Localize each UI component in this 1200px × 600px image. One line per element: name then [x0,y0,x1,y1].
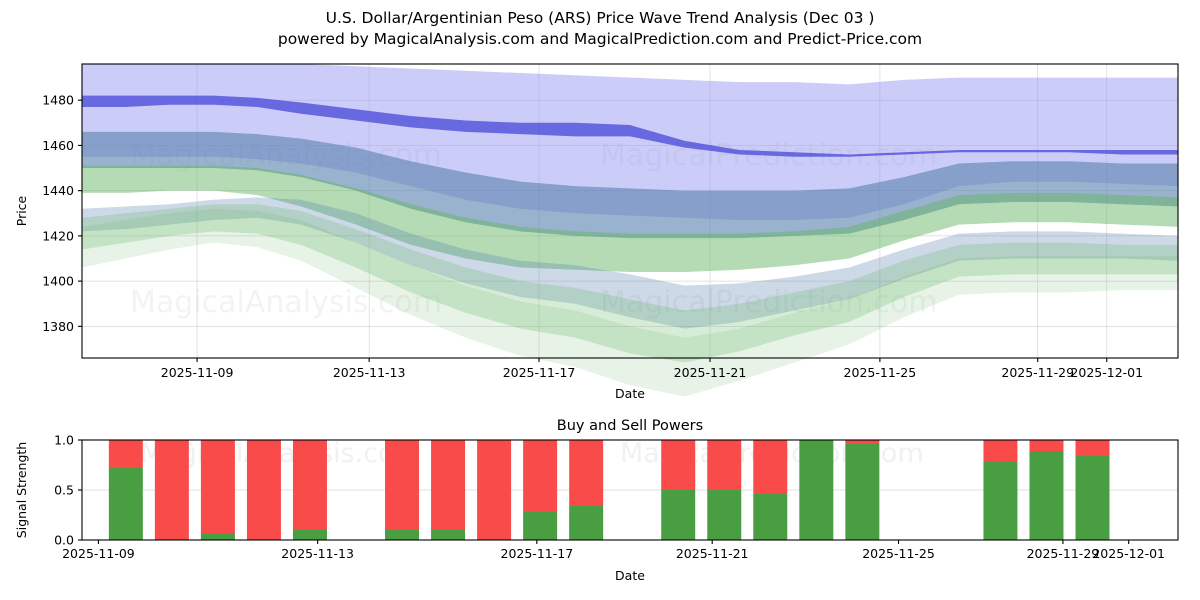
watermark-text: MagicalAnalysis.com [130,285,442,320]
price-band-inner-blue-line-band [82,95,1178,157]
bar-buy-power [845,444,880,540]
y-tick-label: 1.0 [54,433,74,448]
bar-sell-power [292,440,327,530]
x-tick-label: 2025-11-09 [62,546,135,561]
x-axis-label: Date [615,386,645,401]
x-tick-label: 2025-11-25 [862,546,935,561]
x-tick-label: 2025-11-21 [676,546,749,561]
signal-chart-title: Buy and Sell Powers [557,418,703,434]
price-band-lower-green-wave [82,204,1178,363]
bar-sell-power [108,440,143,468]
y-axis-label: Price [14,195,29,226]
bar-buy-power [523,512,558,540]
bar-sell-power [1075,440,1110,456]
y-tick-label: 1460 [42,138,74,153]
x-tick-label: 2025-11-13 [281,546,354,561]
bar-buy-power [385,530,420,540]
plot-frame [81,63,1179,359]
bar-sell-power [661,440,696,490]
bar-buy-power [799,440,834,540]
y-tick-label: 1380 [42,319,74,334]
bar-buy-power [108,468,143,540]
bar-sell-power [569,440,604,506]
title-line-2: powered by MagicalAnalysis.com and Magic… [277,30,923,48]
bar-buy-power [569,506,604,540]
bar-sell-power [983,440,1018,462]
x-tick-label: 2025-11-29 [1001,365,1074,380]
y-tick-label: 1480 [42,93,74,108]
bar-sell-power [523,440,558,512]
y-tick-label: 1440 [42,183,74,198]
bar-sell-power [200,440,235,534]
bar-sell-power [753,440,788,494]
bar-buy-power [661,490,696,540]
x-tick-label: 2025-11-13 [333,365,406,380]
y-axis-label: Signal Strength [14,442,29,538]
bar-buy-power [1029,451,1064,540]
x-tick-label: 2025-12-01 [1070,365,1143,380]
bar-buy-power [983,462,1018,540]
bar-buy-power [753,494,788,540]
bar-sell-power [385,440,420,530]
y-tick-label: 1400 [42,274,74,289]
x-tick-label: 2025-11-21 [674,365,747,380]
bar-sell-power [477,440,512,540]
x-tick-label: 2025-11-29 [1027,546,1100,561]
buy-sell-powers-chart: MagicalAnalysis.comMagicalPrediction.com… [14,418,1179,583]
bar-buy-power [707,490,742,540]
price-band-faint-green-tail [82,208,1178,397]
price-band-lower-steel-wave [82,197,1178,329]
x-tick-label: 2025-11-17 [503,365,576,380]
bar-sell-power [707,440,742,490]
x-tick-label: 2025-11-17 [501,546,574,561]
y-tick-label: 1420 [42,228,74,243]
title-line-1: U.S. Dollar/Argentinian Peso (ARS) Price… [325,9,875,27]
x-tick-label: 2025-11-09 [161,365,234,380]
bar-sell-power [154,440,189,540]
price-wave-chart: MagicalAnalysis.com MagicalPrediction.com… [14,63,1179,401]
price-band-steel-blue-band [82,131,1178,239]
y-tick-label: 0.5 [54,483,74,498]
bar-sell-power [246,440,281,540]
x-tick-label: 2025-12-01 [1092,546,1165,561]
y-tick-label: 0.0 [54,533,74,548]
bar-buy-power [1075,456,1110,540]
bar-buy-power [200,534,235,540]
watermark-text: MagicalPrediction.com [600,285,938,320]
x-axis-label: Date [615,568,645,583]
bar-sell-power [1029,440,1064,451]
bar-sell-power [845,440,880,444]
bar-sell-power [431,440,466,530]
x-tick-label: 2025-11-25 [844,365,917,380]
bar-buy-power [431,530,466,540]
bar-buy-power [292,530,327,540]
price-band-green-band-upper [82,165,1178,273]
page-title: U.S. Dollar/Argentinian Peso (ARS) Price… [0,8,1200,50]
